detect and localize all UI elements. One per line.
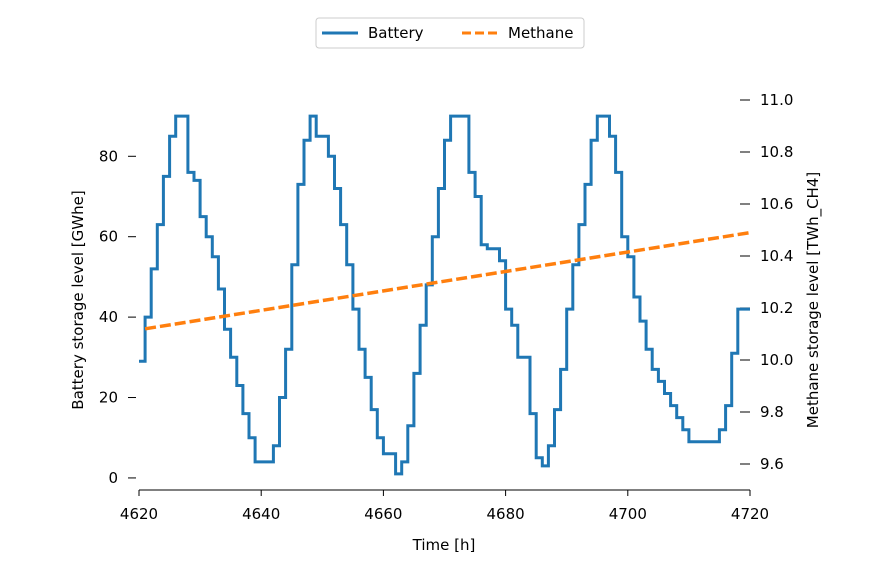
legend: Battery Methane [315, 17, 585, 49]
y-right-tick-label: 9.6 [760, 455, 784, 473]
y-right-tick-label: 10.4 [760, 247, 793, 265]
y-axis-right-title: Methane storage level [TWh_CH4] [804, 172, 823, 428]
y-axis-left: 0 20 40 60 80 Battery storage level [GWhe] [69, 147, 136, 487]
series-battery-line [139, 114, 750, 476]
series-methane-line [144, 230, 751, 331]
y-left-tick-label: 0 [108, 469, 118, 487]
x-tick-label: 4700 [609, 505, 647, 523]
x-tick-label: 4720 [731, 505, 769, 523]
y-axis-right-ticks: 9.6 9.8 10.0 10.2 10.4 10.6 10.8 11.0 [740, 91, 793, 473]
y-left-tick-label: 60 [99, 228, 118, 246]
plot-area [139, 114, 751, 476]
legend-label-battery: Battery [368, 24, 424, 42]
legend-frame [315, 17, 585, 49]
y-right-tick-label: 10.8 [760, 143, 793, 161]
y-left-tick-label: 40 [99, 308, 118, 326]
y-right-tick-label: 10.0 [760, 351, 793, 369]
y-right-tick-label: 11.0 [760, 91, 793, 109]
x-tick-label: 4660 [364, 505, 402, 523]
legend-label-methane: Methane [508, 24, 574, 42]
y-axis-right: 9.6 9.8 10.0 10.2 10.4 10.6 10.8 11.0 Methane s… [740, 91, 823, 473]
y-axis-left-ticks: 0 20 40 60 80 [99, 147, 136, 487]
x-tick-label: 4640 [242, 505, 280, 523]
x-axis-title: Time [h] [412, 536, 476, 554]
y-right-tick-label: 10.2 [760, 299, 793, 317]
y-axis-left-title: Battery storage level [GWhe] [69, 190, 87, 409]
y-left-tick-label: 20 [99, 389, 118, 407]
x-tick-label: 4620 [120, 505, 158, 523]
y-right-tick-label: 9.8 [760, 403, 784, 421]
y-left-tick-label: 80 [99, 147, 118, 165]
x-tick-label: 4680 [487, 505, 525, 523]
y-right-tick-label: 10.6 [760, 195, 793, 213]
x-axis-ticks: 4620 4640 4660 4680 4700 4720 [120, 490, 769, 523]
x-axis: 4620 4640 4660 4680 4700 4720 Time [h] [120, 489, 769, 554]
